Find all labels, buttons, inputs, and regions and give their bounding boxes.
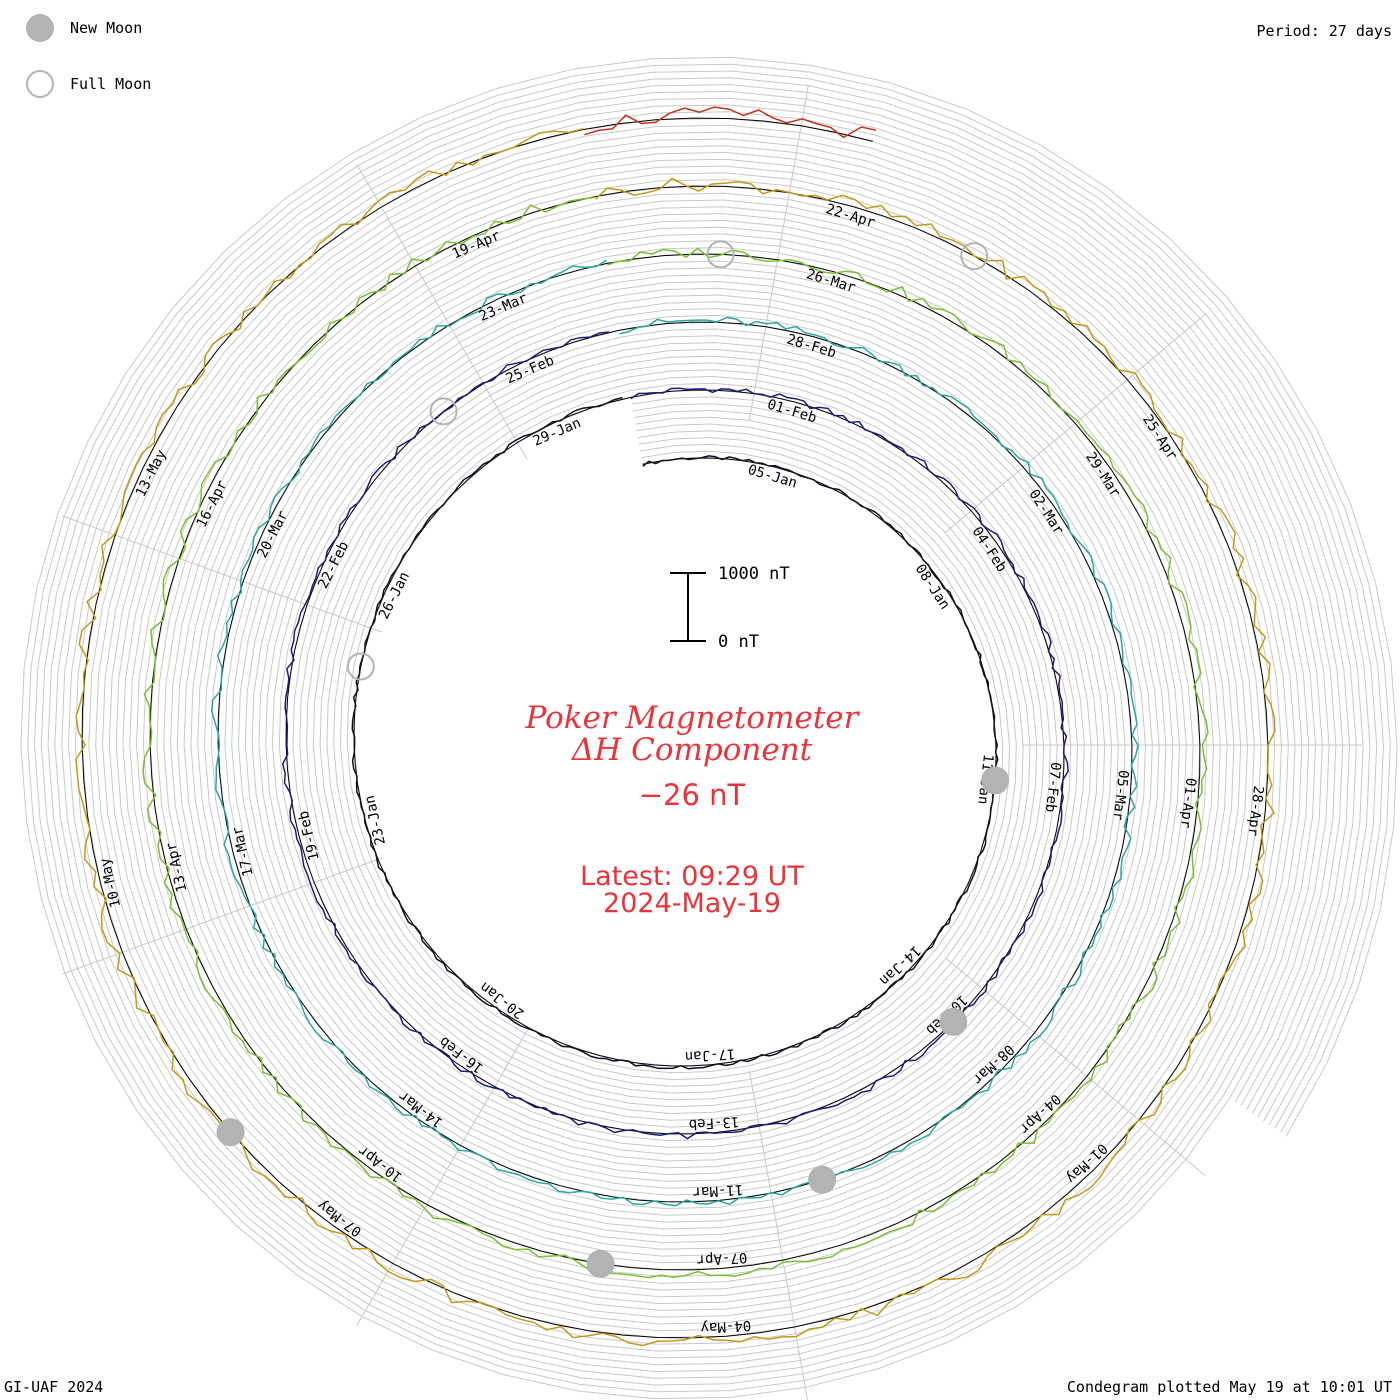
grid-ring xyxy=(20,56,1398,1400)
grid-rings xyxy=(20,56,1398,1400)
scale-bar-bottom-label: 0 nT xyxy=(718,632,759,652)
grid-spoke xyxy=(62,857,383,975)
grid-spoke xyxy=(356,1030,528,1326)
grid-ring xyxy=(33,70,1385,1386)
grid-ring xyxy=(27,63,1391,1393)
title-line-1: Poker Magnetometer xyxy=(525,700,861,736)
date-label: 26-Jan xyxy=(376,569,413,621)
grid-ring xyxy=(54,90,1364,1366)
grid-ring xyxy=(61,97,1357,1359)
legend-full-moon: Full Moon xyxy=(26,68,151,100)
date-label: 25-Apr xyxy=(1139,412,1180,463)
current-value: −26 nT xyxy=(639,778,746,812)
date-label: 04-May xyxy=(700,1317,751,1336)
date-label: 13-Feb xyxy=(688,1113,739,1132)
new-moon-marker xyxy=(808,1165,837,1194)
title-line-2: ΔH Component xyxy=(571,732,813,768)
new-moon-marker xyxy=(939,1007,968,1036)
grid-ring xyxy=(67,104,1351,1352)
legend-new-moon-label: New Moon xyxy=(70,19,143,37)
plotted-label: Condegram plotted May 19 at 10:01 UT xyxy=(1066,1378,1392,1396)
moon-markers xyxy=(216,240,1010,1278)
date-label: 01-Apr xyxy=(1177,777,1199,829)
date-label: 20-Mar xyxy=(254,508,291,560)
grid-spoke xyxy=(748,85,809,421)
date-label: 13-May xyxy=(133,447,170,499)
date-label: 17-Jan xyxy=(684,1045,735,1064)
baselines xyxy=(81,117,1269,1339)
grid-ring xyxy=(40,77,1378,1379)
scale-bar: 1000 nT 0 nT xyxy=(670,564,790,652)
date-label: 17-Mar xyxy=(230,825,257,878)
period-label: Period: 27 days xyxy=(1256,22,1392,40)
series-cycle-5 xyxy=(75,127,1276,1347)
grid-spoke xyxy=(356,164,528,460)
series-cycle-3 xyxy=(211,259,1139,1207)
series-cycle-2 xyxy=(281,331,1069,1140)
series-cycle-4 xyxy=(142,196,1209,1279)
date-label: 10-May xyxy=(97,856,124,909)
baseline-spiral xyxy=(81,117,1269,1339)
full-moon-icon xyxy=(26,70,54,98)
series-cycle-1 xyxy=(351,396,999,1070)
date-label: 07-Apr xyxy=(696,1249,747,1268)
full-moon-marker xyxy=(429,397,458,426)
latest-date: 2024-May-19 xyxy=(603,888,781,919)
legend-full-moon-label: Full Moon xyxy=(70,75,152,93)
full-moon-marker xyxy=(346,652,375,681)
date-label: 08-Jan xyxy=(912,561,953,612)
legend-new-moon: New Moon xyxy=(26,12,142,44)
data-series xyxy=(75,106,1276,1347)
date-label: 07-Feb xyxy=(1042,761,1064,813)
full-moon-marker xyxy=(960,242,989,271)
credit-label: GI-UAF 2024 xyxy=(4,1378,104,1396)
date-label: 29-Mar xyxy=(1082,449,1123,500)
date-label: 16-Feb xyxy=(437,1033,487,1076)
latest-time: Latest: 09:29 UT xyxy=(580,861,804,892)
grid-spoke xyxy=(944,956,1206,1177)
full-moon-marker xyxy=(706,240,735,269)
new-moon-icon xyxy=(26,14,54,42)
grid-ring xyxy=(47,84,1371,1373)
new-moon-marker xyxy=(981,766,1010,795)
date-label: 28-Apr xyxy=(1244,785,1266,837)
center-title: Poker Magnetometer ΔH Component −26 nT L… xyxy=(525,700,861,919)
scale-bar-top-label: 1000 nT xyxy=(718,564,790,584)
series-cycle-6 xyxy=(584,106,877,139)
date-label: 11-Mar xyxy=(692,1181,743,1200)
new-moon-marker xyxy=(586,1249,615,1278)
date-label: 10-Apr xyxy=(355,1142,405,1185)
grid-spokes xyxy=(62,85,1362,1400)
date-label: 29-Jan xyxy=(531,415,584,450)
new-moon-marker xyxy=(216,1118,245,1147)
date-label: 19-Feb xyxy=(296,809,323,862)
date-label: 23-Jan xyxy=(362,794,389,847)
date-label: 05-Mar xyxy=(1109,769,1131,821)
